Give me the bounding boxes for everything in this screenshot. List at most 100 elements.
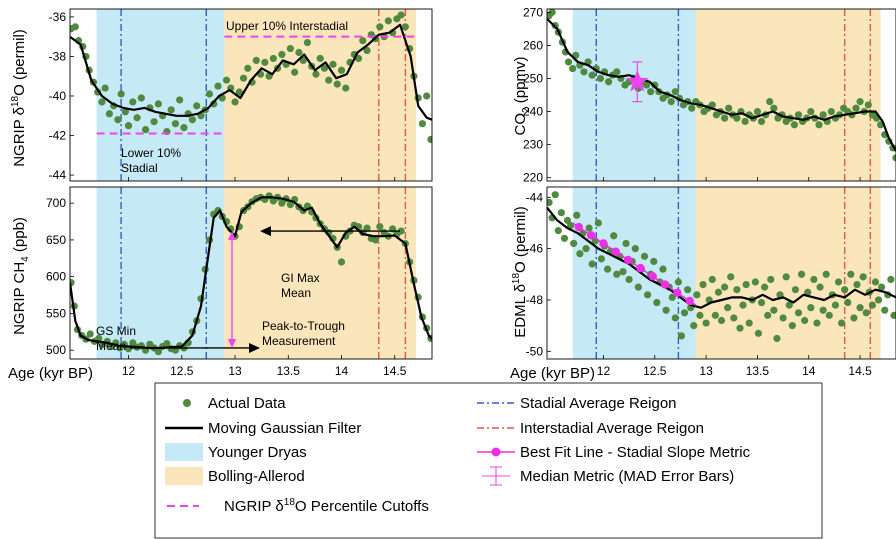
data-point (699, 280, 707, 289)
data-point (625, 275, 633, 284)
data-point (560, 234, 569, 242)
data-point (643, 291, 652, 299)
data-point (693, 291, 701, 299)
data-point (684, 286, 692, 294)
data-point (363, 46, 371, 55)
data-point (647, 88, 655, 96)
y-tick-label: -44 (526, 190, 544, 204)
data-point (708, 101, 716, 109)
data-point (231, 98, 239, 106)
legend-bolling-allerod-swatch (165, 467, 203, 485)
data-point (124, 122, 133, 130)
data-point (871, 278, 880, 286)
data-point (114, 116, 122, 124)
data-point (782, 273, 790, 281)
data-point (631, 245, 639, 253)
data-point (757, 117, 766, 126)
data-point (604, 78, 613, 86)
data-point (822, 270, 830, 278)
data-point (674, 278, 682, 286)
data-point (770, 104, 778, 112)
data-point (779, 314, 787, 322)
ylabel-co2: CO2 (ppmv) (512, 57, 532, 136)
data-point (342, 84, 350, 92)
x-tick-label: 12.5 (170, 364, 194, 378)
legend-bolling-allerod: Bolling-Allerod (208, 468, 305, 485)
data-point (810, 275, 818, 284)
x-tick-label: 13 (699, 364, 713, 378)
axes-frame (69, 186, 433, 360)
data-point (567, 221, 575, 230)
y-tick-label: 500 (46, 343, 66, 357)
data-point (129, 98, 137, 106)
x-tick-label: 14 (802, 364, 816, 378)
data-point (554, 227, 562, 235)
data-point (794, 111, 803, 119)
data-point (813, 319, 821, 327)
data-point (890, 311, 896, 319)
legend-best-fit: Best Fit Line - Stadial Slope Metric (520, 444, 751, 461)
data-point (376, 223, 384, 231)
data-point (244, 64, 252, 72)
data-point (766, 98, 774, 106)
data-point (773, 334, 781, 343)
x-tick-label: 12 (597, 364, 611, 378)
axes-frame (69, 8, 433, 182)
data-point (95, 334, 103, 343)
data-point (320, 64, 329, 72)
gs-min-label-1: GS Min (96, 324, 136, 338)
younger-dryas-band (572, 9, 696, 181)
data-point (733, 286, 741, 294)
data-point (825, 311, 833, 319)
data-point (286, 201, 294, 209)
data-point (354, 54, 363, 63)
data-point (868, 301, 876, 309)
data-point (690, 322, 698, 330)
lower-cutoff-label-2: Stadial (121, 161, 158, 175)
data-point (312, 70, 320, 78)
data-point (662, 306, 670, 314)
data-point (117, 90, 125, 98)
y-tick-label: -48 (526, 293, 544, 307)
legend-actual-data: Actual Data (208, 395, 286, 412)
data-point (668, 293, 676, 301)
bolling-allerod-band (224, 187, 417, 359)
data-point (269, 54, 277, 63)
peak-trough-arrowhead-up (228, 231, 236, 241)
x-tick-label: 13.5 (277, 364, 301, 378)
data-point (864, 101, 872, 109)
data-point (363, 224, 371, 232)
data-point (582, 245, 590, 253)
data-point (667, 98, 675, 106)
plot-area-edml-d18o: -44 -46 -48 -50 12 12.5 13 13.5 14 14.5 (526, 186, 896, 378)
data-point (727, 273, 735, 281)
best-fit-marker (648, 272, 657, 281)
data-point (141, 125, 150, 134)
best-fit-marker (574, 222, 584, 232)
data-point (105, 110, 113, 118)
data-point (640, 252, 649, 260)
data-point (154, 348, 162, 356)
data-point (680, 309, 689, 317)
data-point (423, 92, 431, 100)
y-tick-label: 550 (46, 306, 66, 320)
y-tick-label: 250 (523, 71, 543, 85)
upper-cutoff-label: Upper 10% Interstadial (226, 19, 348, 33)
data-point (222, 76, 231, 84)
data-point (831, 301, 840, 309)
data-point (736, 324, 744, 332)
data-point (86, 330, 94, 338)
data-point (757, 298, 766, 307)
data-point (564, 58, 573, 66)
data-point (418, 120, 427, 128)
data-point (359, 37, 367, 45)
gi-max-label-2: Mean (281, 286, 311, 300)
data-point (785, 301, 793, 309)
ylabel-edml-d18o: EDML δ18O (permil) (511, 206, 529, 337)
data-point (401, 23, 409, 31)
data-point (214, 82, 222, 90)
panel-edml-d18o: -44 -46 -48 -50 12 12.5 13 13.5 14 14.5 EDML δ18O… (511, 186, 896, 378)
